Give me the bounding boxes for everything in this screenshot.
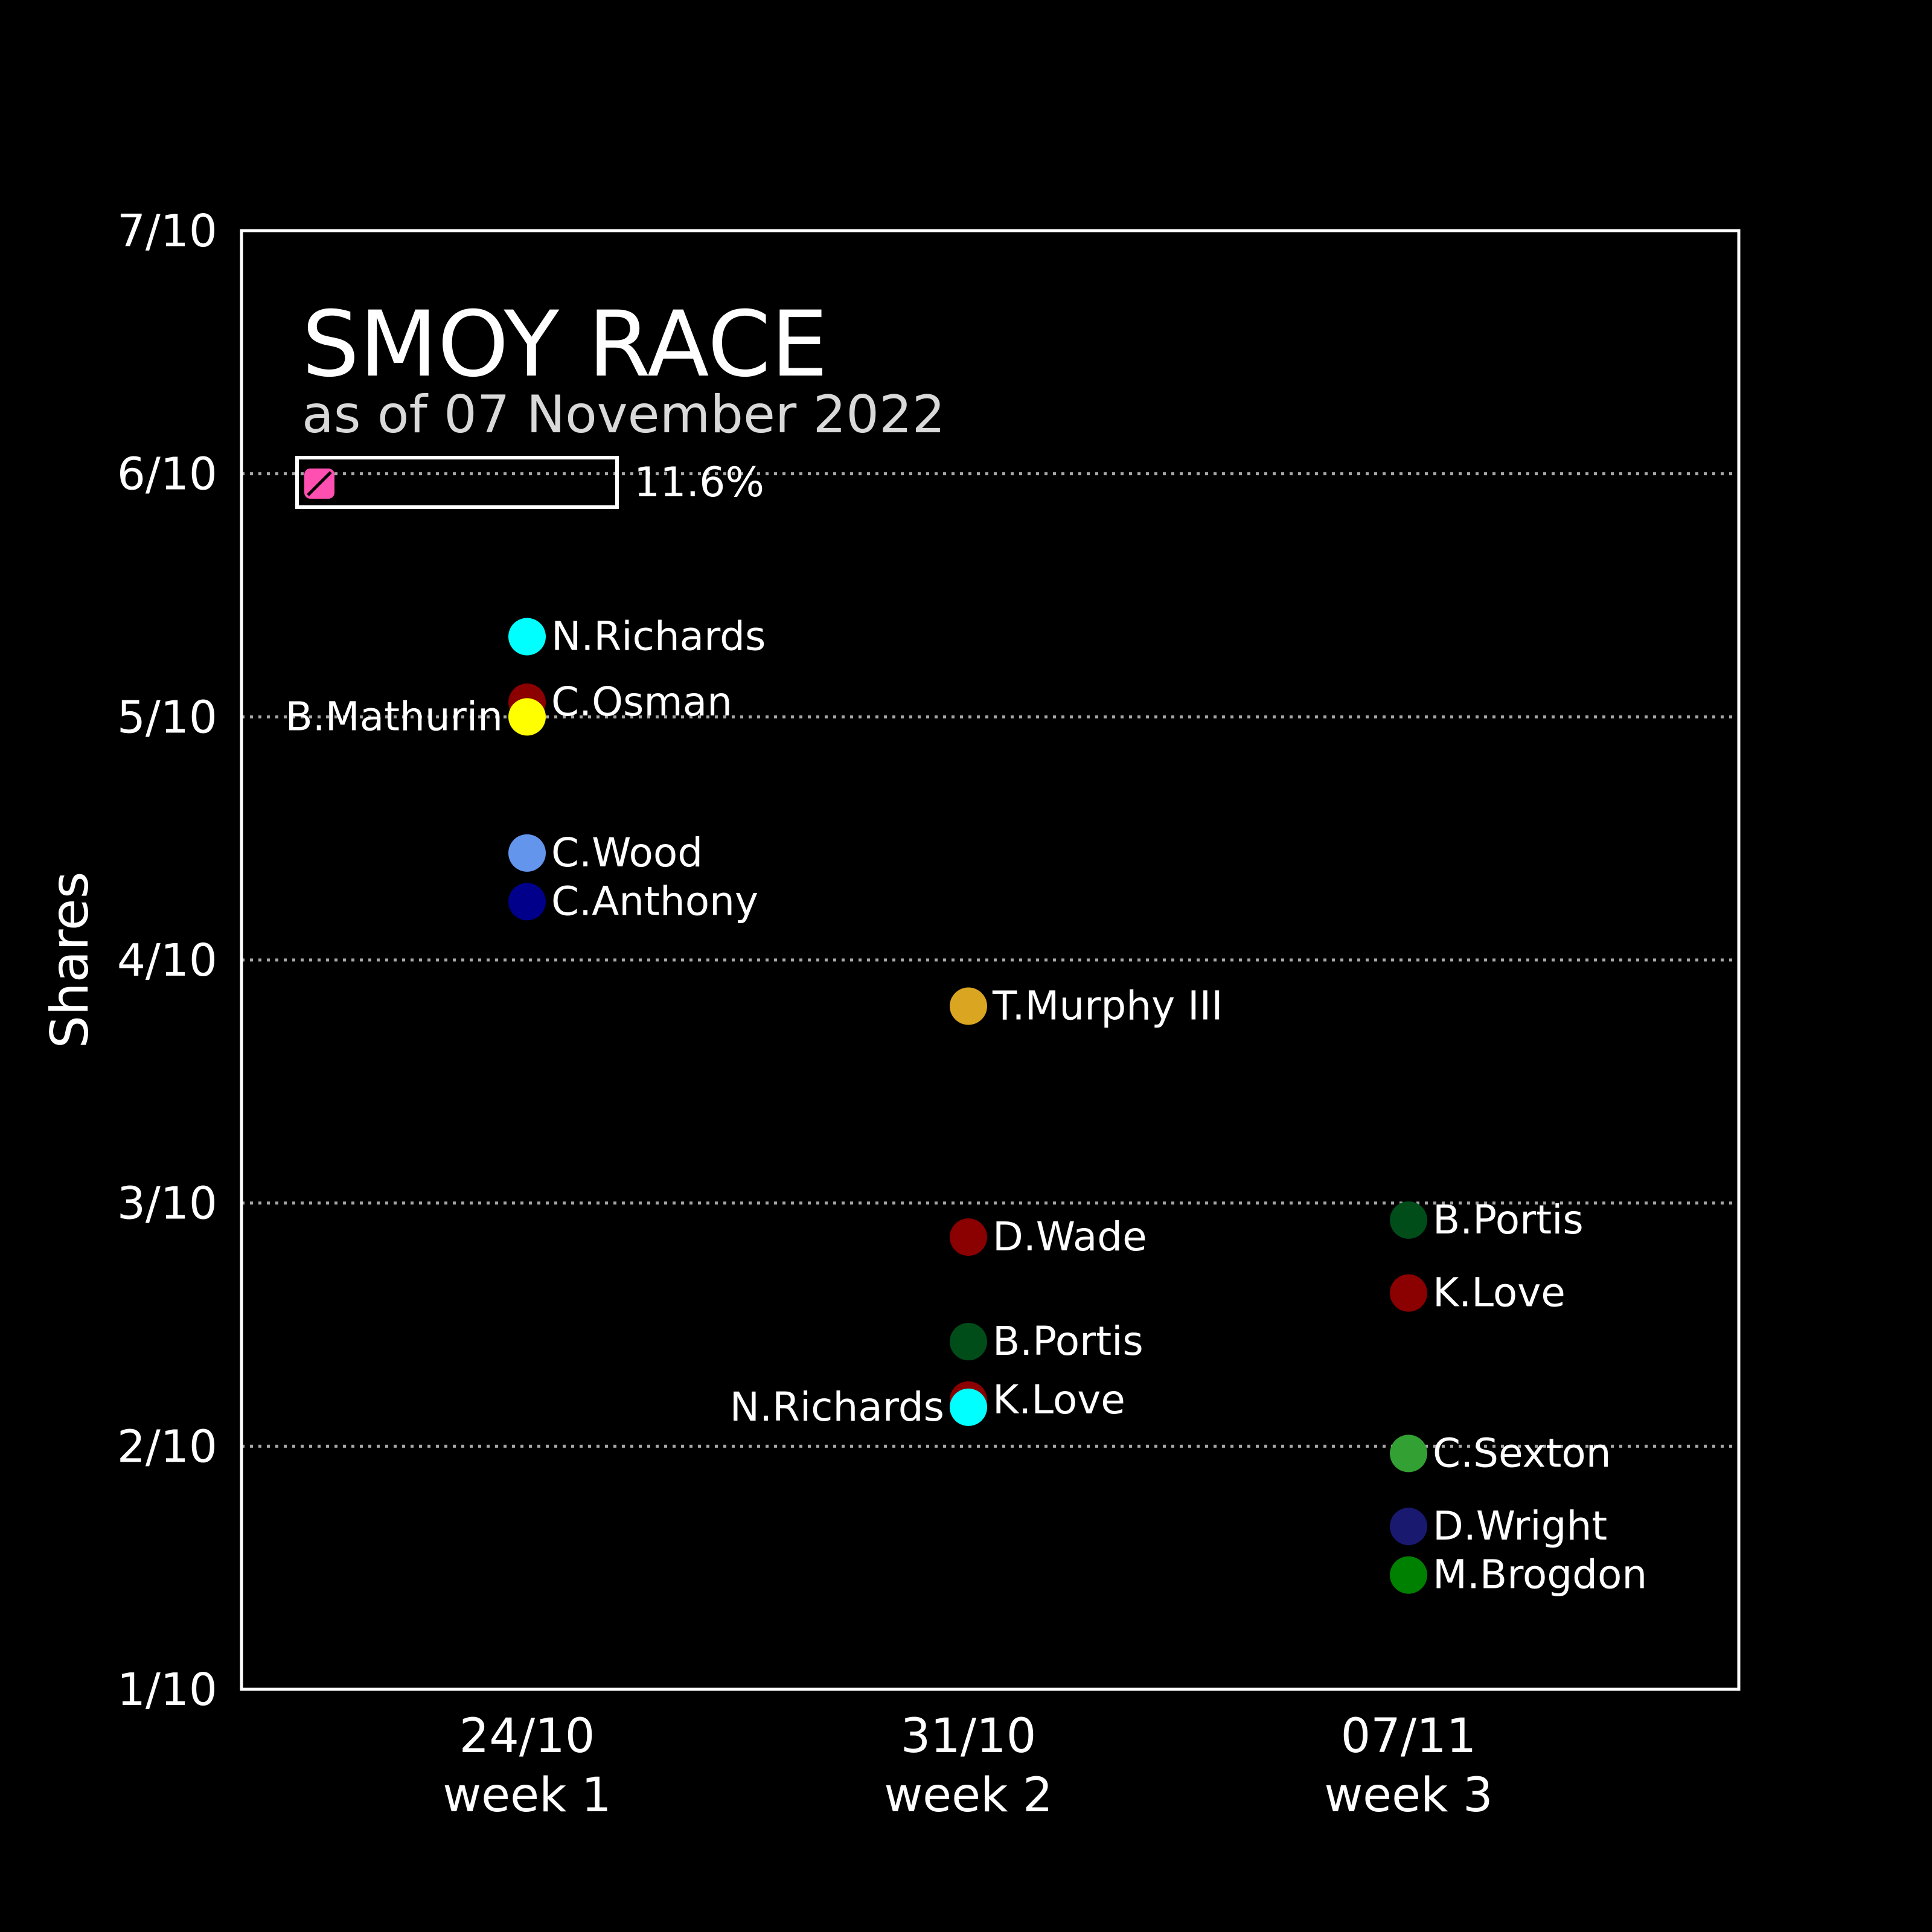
data-point-label: C.Wood [551,830,703,876]
y-axis-label: Shares [40,872,100,1049]
data-point-label: N.Richards [551,613,766,659]
y-tick-label: 2/10 [117,1421,217,1473]
data-points: N.Richards C.Osman B.Mathurin C.WoodC.Antho… [286,613,1648,1598]
data-point [508,698,546,736]
x-tick-week-label: week 2 [884,1768,1052,1823]
y-tick-label: 5/10 [117,691,217,743]
y-tick-label: 3/10 [117,1178,217,1230]
progress-bar-slash [307,471,332,496]
data-point-label: C.Osman [551,679,732,725]
data-point [1390,1201,1427,1239]
data-point [508,618,546,656]
data-point-label: K.Love [993,1377,1125,1423]
progress-label: 11.6% [634,459,764,507]
y-tick-label: 1/10 [117,1664,217,1716]
data-point-label: T.Murphy III [992,983,1223,1029]
data-point-label: C.Sexton [1433,1430,1611,1476]
chart-title: SMOY RACE [302,292,828,397]
data-point-label: M.Brogdon [1433,1552,1647,1598]
data-point [950,1323,987,1361]
data-point-label: B.Mathurin [286,693,504,740]
x-tick-week-label: week 3 [1324,1768,1492,1823]
data-point-label: D.Wade [993,1214,1147,1260]
data-point-label: K.Love [1433,1270,1566,1316]
data-point [1390,1435,1427,1473]
data-point-label: B.Portis [993,1318,1144,1364]
x-tick-date-label: 31/10 [901,1709,1037,1764]
data-point [1390,1274,1427,1312]
y-tick-label: 7/10 [117,205,217,257]
data-point-label: B.Portis [1433,1197,1584,1243]
data-point [508,834,546,872]
data-point [508,883,546,921]
x-tick-date-label: 07/11 [1341,1709,1477,1764]
progress-bar-frame [295,456,619,509]
x-tick-week-label: week 1 [443,1768,611,1823]
y-axis-ticks: 1/10 2/10 3/10 4/10 5/10 6/10 7/10 [117,205,217,1716]
progress-indicator: 11.6% [295,456,764,509]
data-point [950,1218,987,1256]
data-point [950,987,987,1025]
y-tick-label: 4/10 [117,935,217,987]
data-point [1390,1556,1427,1594]
data-point-label: N.Richards [730,1384,944,1430]
x-tick-date-label: 24/10 [459,1709,595,1764]
plot-frame [240,229,1741,1691]
data-point [950,1388,987,1426]
data-point-label: C.Anthony [551,878,758,924]
chart-subtitle: as of 07 November 2022 [302,385,945,445]
data-point-label: D.Wright [1433,1503,1607,1549]
y-tick-label: 6/10 [117,449,217,501]
data-point [1390,1508,1427,1546]
